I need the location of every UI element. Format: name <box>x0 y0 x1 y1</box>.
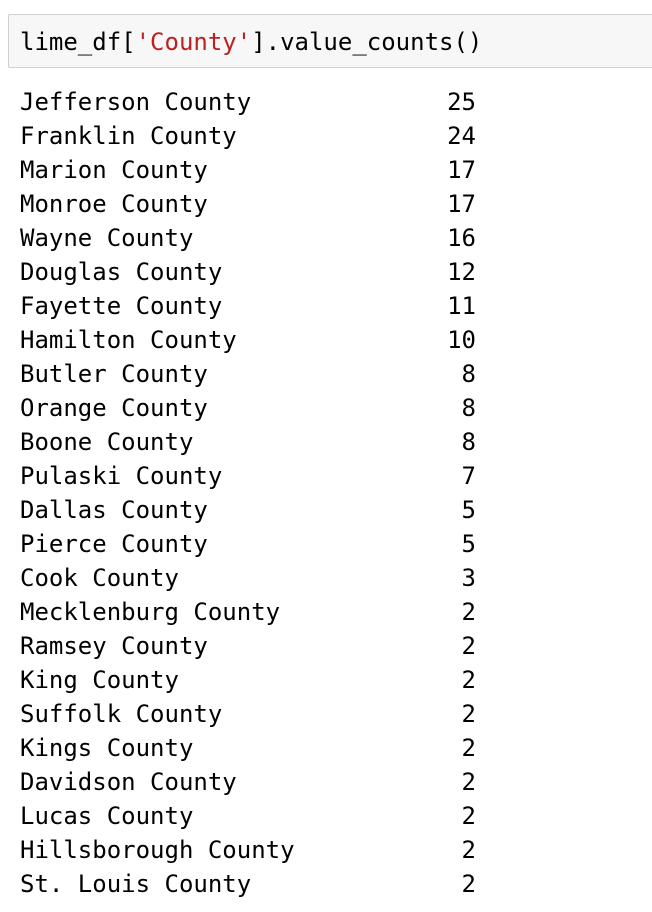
county-name: Mecklenburg County <box>20 598 281 626</box>
county-name: Dallas County <box>20 496 208 524</box>
county-name: Butler County <box>20 360 208 388</box>
county-count: 8 <box>461 360 476 388</box>
county-count: 12 <box>447 258 476 286</box>
output-row: Fayette County 11 <box>20 289 652 323</box>
county-name: Douglas County <box>20 258 223 286</box>
output-row: Boone County 8 <box>20 425 652 459</box>
county-name: Hillsborough County <box>20 836 295 864</box>
output-row: Pulaski County 7 <box>20 459 652 493</box>
county-name: Cook County <box>20 564 179 592</box>
county-name: Jefferson County <box>20 88 252 116</box>
code-suffix: ].value_counts() <box>251 28 483 56</box>
county-name: Hamilton County <box>20 326 237 354</box>
county-name: King County <box>20 666 179 694</box>
county-count: 3 <box>461 564 476 592</box>
county-name: Kings County <box>20 734 194 762</box>
county-count: 5 <box>461 530 476 558</box>
cell-output: Jefferson County 25 Franklin County 24 Mario… <box>20 85 652 901</box>
county-count: 2 <box>461 632 476 660</box>
output-row: Hamilton County 10 <box>20 323 652 357</box>
county-count: 5 <box>461 496 476 524</box>
county-count: 10 <box>447 326 476 354</box>
county-count: 2 <box>461 836 476 864</box>
output-row: Butler County 8 <box>20 357 652 391</box>
county-name: Davidson County <box>20 768 237 796</box>
output-row: King County 2 <box>20 663 652 697</box>
county-count: 2 <box>461 870 476 898</box>
county-count: 2 <box>461 768 476 796</box>
output-row: Mecklenburg County 2 <box>20 595 652 629</box>
county-count: 7 <box>461 462 476 490</box>
county-name: Orange County <box>20 394 208 422</box>
output-row: Hillsborough County 2 <box>20 833 652 867</box>
county-count: 2 <box>461 598 476 626</box>
county-count: 8 <box>461 394 476 422</box>
output-row: Dallas County 5 <box>20 493 652 527</box>
output-row: Franklin County 24 <box>20 119 652 153</box>
county-count: 2 <box>461 700 476 728</box>
output-row: Monroe County 17 <box>20 187 652 221</box>
output-row: St. Louis County 2 <box>20 867 652 901</box>
county-name: Franklin County <box>20 122 237 150</box>
output-row: Douglas County 12 <box>20 255 652 289</box>
county-count: 11 <box>447 292 476 320</box>
county-count: 2 <box>461 734 476 762</box>
output-row: Suffolk County 2 <box>20 697 652 731</box>
county-count: 17 <box>447 190 476 218</box>
output-row: Davidson County 2 <box>20 765 652 799</box>
county-name: St. Louis County <box>20 870 252 898</box>
output-row: Marion County 17 <box>20 153 652 187</box>
output-row: Cook County 3 <box>20 561 652 595</box>
output-row: Lucas County 2 <box>20 799 652 833</box>
county-name: Ramsey County <box>20 632 208 660</box>
output-row: Pierce County 5 <box>20 527 652 561</box>
output-row: Wayne County 16 <box>20 221 652 255</box>
county-count: 2 <box>461 802 476 830</box>
output-row: Jefferson County 25 <box>20 85 652 119</box>
output-row: Ramsey County 2 <box>20 629 652 663</box>
county-name: Boone County <box>20 428 194 456</box>
county-count: 24 <box>447 122 476 150</box>
county-name: Marion County <box>20 156 208 184</box>
county-name: Pierce County <box>20 530 208 558</box>
county-name: Monroe County <box>20 190 208 218</box>
code-line[interactable]: lime_df['County'].value_counts() <box>20 28 482 56</box>
code-string-literal: 'County' <box>135 28 252 56</box>
county-count: 2 <box>461 666 476 694</box>
output-row: Kings County 2 <box>20 731 652 765</box>
county-name: Pulaski County <box>20 462 223 490</box>
county-name: Lucas County <box>20 802 194 830</box>
county-count: 17 <box>447 156 476 184</box>
county-name: Fayette County <box>20 292 223 320</box>
code-prefix: lime_df[ <box>20 28 136 56</box>
county-count: 25 <box>447 88 476 116</box>
code-input-cell[interactable]: lime_df['County'].value_counts() <box>8 14 652 68</box>
output-row: Orange County 8 <box>20 391 652 425</box>
county-name: Suffolk County <box>20 700 223 728</box>
county-count: 8 <box>461 428 476 456</box>
county-count: 16 <box>447 224 476 252</box>
county-name: Wayne County <box>20 224 194 252</box>
